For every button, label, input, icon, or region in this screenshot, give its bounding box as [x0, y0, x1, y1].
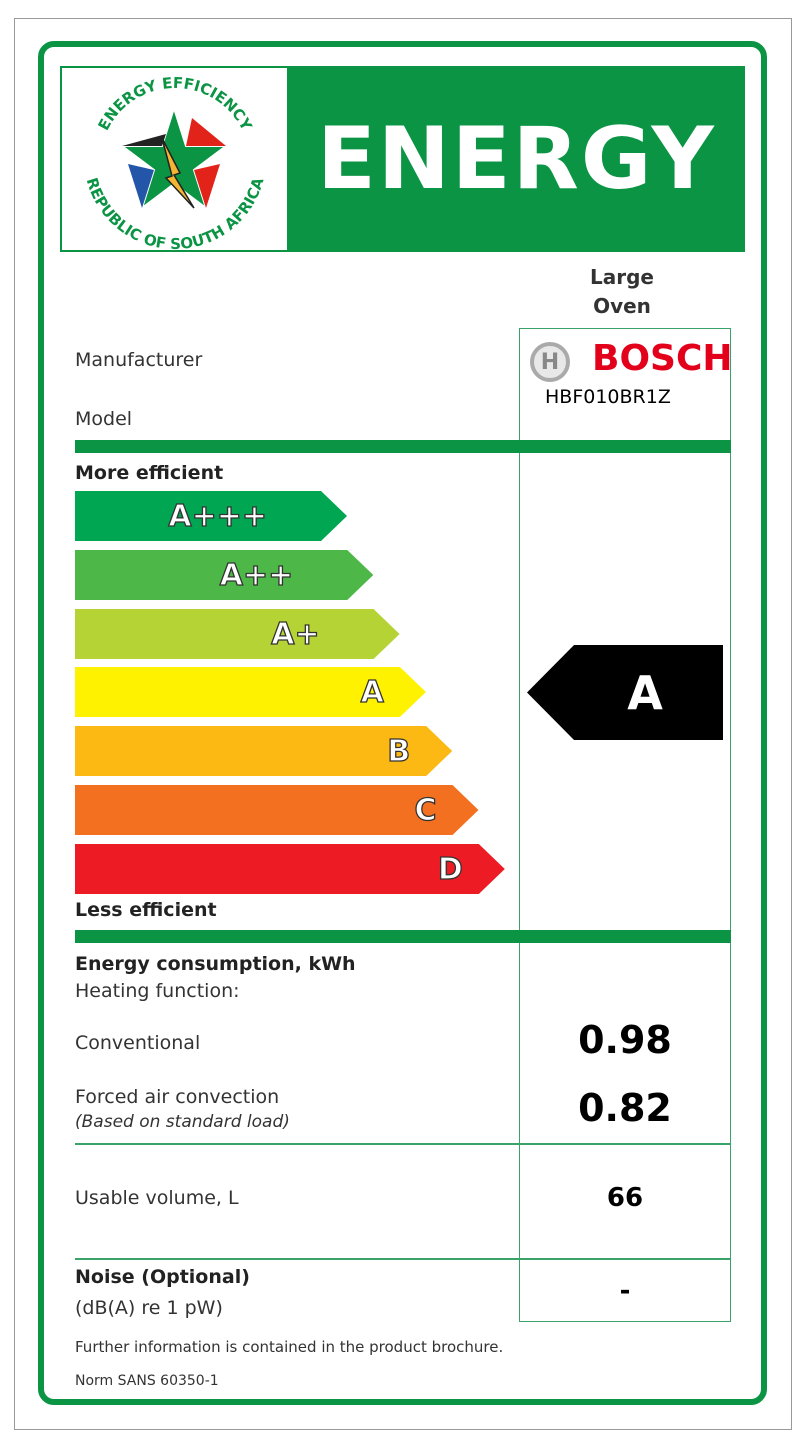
less-efficient-label: Less efficient [75, 899, 217, 921]
forced-air-note: (Based on standard load) [75, 1112, 290, 1132]
rating-value: A [627, 665, 663, 720]
bosch-logo-icon: H [530, 342, 570, 382]
efficiency-class-label: C [414, 792, 437, 828]
lightning-icon [161, 137, 195, 209]
page-border [14, 18, 792, 1430]
efficiency-class-4: B [75, 726, 452, 776]
forced-air-value: 0.82 [578, 1086, 672, 1130]
further-info: Further information is contained in the … [75, 1338, 504, 1356]
energy-title: ENERGY [288, 66, 745, 252]
conventional-label: Conventional [75, 1032, 201, 1054]
manufacturer-name: BOSCH [592, 338, 733, 379]
norm-reference: Norm SANS 60350-1 [75, 1373, 219, 1389]
efficiency-class-3: A [75, 667, 426, 717]
model-number: HBF010BR1Z [545, 386, 671, 408]
forced-air-label: Forced air convection [75, 1086, 280, 1108]
noise-label: Noise (Optional) [75, 1266, 250, 1288]
heating-function-label: Heating function: [75, 980, 240, 1002]
efficiency-class-label: B [387, 733, 411, 769]
appliance-type: Large Oven [519, 263, 725, 321]
divider [75, 1258, 731, 1260]
efficiency-class-6: D [75, 844, 505, 894]
model-label: Model [75, 408, 133, 430]
appliance-type-line2: Oven [593, 294, 651, 318]
manufacturer-label: Manufacturer [75, 349, 203, 371]
divider [75, 930, 731, 943]
noise-value: - [619, 1276, 631, 1306]
energy-efficiency-logo: ENERGY EFFICIENCY REPUBLIC OF SOUTH AFRI… [60, 66, 289, 253]
efficiency-class-label: A+++ [168, 498, 267, 534]
efficiency-class-2: A+ [75, 609, 400, 659]
volume-value: 66 [606, 1183, 644, 1213]
value-column [519, 328, 731, 1322]
divider [75, 440, 731, 453]
rating-arrow: A [527, 645, 723, 740]
efficiency-class-label: A [360, 674, 384, 710]
conventional-value: 0.98 [578, 1018, 672, 1062]
efficiency-class-5: C [75, 785, 479, 835]
efficiency-class-label: A+ [271, 616, 320, 652]
divider [75, 1143, 731, 1145]
appliance-type-line1: Large [590, 265, 654, 289]
more-efficient-label: More efficient [75, 462, 224, 484]
efficiency-class-label: D [437, 851, 463, 887]
volume-label: Usable volume, L [75, 1187, 239, 1209]
efficiency-class-0: A+++ [75, 491, 347, 541]
label-frame [38, 41, 767, 1405]
efficiency-class-1: A++ [75, 550, 373, 600]
consumption-title: Energy consumption, kWh [75, 953, 356, 975]
noise-unit: (dB(A) re 1 pW) [75, 1297, 223, 1319]
efficiency-class-label: A++ [219, 557, 294, 593]
